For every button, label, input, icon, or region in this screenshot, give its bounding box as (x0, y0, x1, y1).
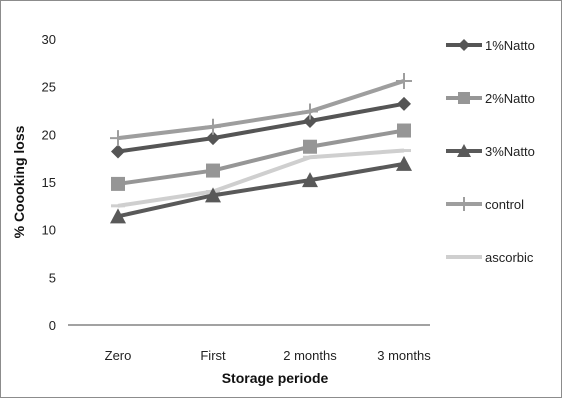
series-lines (110, 72, 412, 224)
legend-label: 2%Natto (485, 91, 535, 106)
data-point (206, 163, 220, 178)
series-line (117, 128, 405, 186)
x-axis-title: Storage periode (222, 370, 329, 386)
data-point (205, 118, 221, 135)
legend-label: control (485, 197, 524, 212)
y-tick-label: 15 (42, 175, 56, 190)
series-2%Natto (111, 123, 411, 191)
series-3%Natto (110, 155, 412, 224)
series-line (117, 148, 405, 208)
legend-marker (458, 92, 470, 104)
data-point (397, 123, 411, 138)
data-point (302, 172, 318, 188)
y-tick-label: 20 (42, 127, 56, 142)
x-tick-label: First (200, 348, 226, 363)
legend: 1%Natto 2%Natto 3%Natto control ascorbic (446, 38, 535, 265)
y-axis-ticks: 0 5 10 15 20 25 30 (42, 32, 56, 333)
y-tick-label: 25 (42, 80, 56, 95)
y-axis-title: % Coooking loss (11, 125, 27, 238)
x-tick-label: Zero (105, 348, 132, 363)
y-tick-label: 5 (49, 270, 56, 285)
legend-label: ascorbic (485, 250, 534, 265)
legend-label: 3%Natto (485, 144, 535, 159)
data-point (303, 139, 317, 154)
x-tick-label: 3 months (377, 348, 431, 363)
data-point (205, 187, 221, 203)
data-point (110, 130, 126, 147)
x-tick-label: 2 months (283, 348, 337, 363)
series-1%Natto (111, 96, 411, 159)
data-point (111, 144, 125, 159)
legend-marker (458, 39, 470, 51)
data-point (206, 131, 220, 146)
x-axis-ticks: Zero First 2 months 3 months (105, 348, 432, 363)
data-point (111, 176, 125, 191)
legend-marker (457, 144, 471, 157)
legend-item: 2%Natto (446, 91, 535, 106)
legend-label: 1%Natto (485, 38, 535, 53)
data-point (110, 208, 126, 224)
data-point (396, 72, 412, 89)
series-line (117, 161, 405, 219)
legend-item: 3%Natto (446, 144, 535, 159)
legend-marker (457, 197, 471, 211)
legend-item: 1%Natto (446, 38, 535, 53)
series-control (110, 72, 412, 147)
data-point (303, 113, 317, 128)
data-point (302, 103, 318, 120)
y-tick-label: 10 (42, 223, 56, 238)
data-point (397, 96, 411, 111)
series-line (117, 79, 405, 141)
y-tick-label: 30 (42, 32, 56, 47)
y-tick-label: 0 (49, 318, 56, 333)
legend-item: ascorbic (446, 250, 534, 265)
legend-item: control (446, 197, 524, 212)
data-point (396, 155, 412, 171)
series-line (117, 101, 405, 154)
series-ascorbic (111, 148, 411, 208)
